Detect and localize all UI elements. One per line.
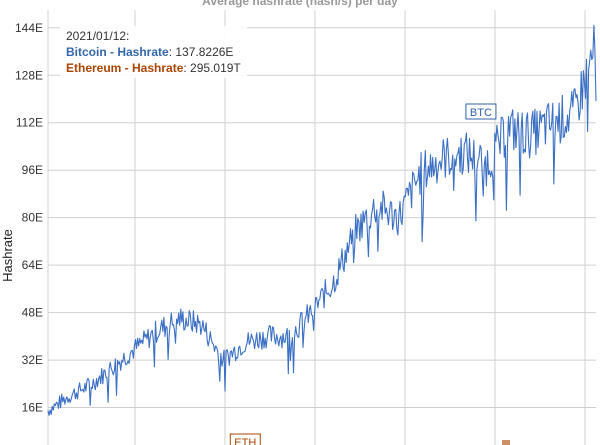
y-tick-label: 112E <box>16 116 43 130</box>
legend-value-ethereum: 295.019T <box>190 61 241 75</box>
flag-box-eth <box>229 433 261 445</box>
y-tick-label: 48E <box>22 306 43 320</box>
chart-title: Average hashrate (hash/s) per day <box>202 0 398 8</box>
legend-series-ethereum: Ethereum - Hashrate <box>66 61 184 75</box>
legend-value-bitcoin: 137.8226E <box>175 45 234 59</box>
y-tick-label: 64E <box>22 258 43 272</box>
legend-series-bitcoin: Bitcoin - Hashrate <box>66 45 169 59</box>
y-tick-label: 80E <box>22 211 43 225</box>
eth-series-fragment <box>502 440 510 445</box>
y-tick-label: 96E <box>22 163 43 177</box>
tooltip-legend: 2021/01/12: Bitcoin - Hashrate: 137.8226… <box>60 26 247 78</box>
flag-label-eth: ETH <box>234 437 256 445</box>
y-tick-label: 16E <box>22 401 43 415</box>
flag-box-btc <box>465 103 497 120</box>
tooltip-row-ethereum: Ethereum - Hashrate: 295.019T <box>66 61 241 75</box>
y-tick-label: 32E <box>22 353 43 367</box>
y-tick-label: 144E <box>15 21 43 35</box>
tooltip-row-bitcoin: Bitcoin - Hashrate: 137.8226E <box>66 45 234 59</box>
y-axis-label: Hashrate <box>0 229 15 282</box>
tooltip-date: 2021/01/12: <box>66 29 130 43</box>
flag-label-btc: BTC <box>470 107 492 119</box>
y-tick-label: 128E <box>15 68 43 82</box>
series-line-bitcoin <box>47 24 597 416</box>
